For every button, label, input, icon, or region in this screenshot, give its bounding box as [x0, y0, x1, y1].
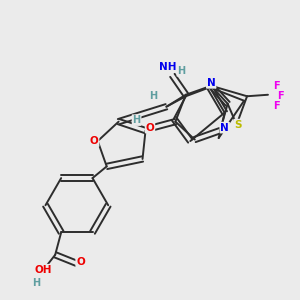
Text: F: F: [277, 91, 284, 101]
Text: NH: NH: [159, 62, 177, 72]
Text: H: H: [32, 278, 40, 288]
Text: O: O: [90, 136, 98, 146]
Text: H: H: [133, 115, 141, 125]
Text: H: H: [149, 91, 157, 101]
Text: OH: OH: [34, 265, 52, 275]
Text: O: O: [76, 257, 85, 267]
Text: S: S: [234, 120, 242, 130]
Text: N: N: [207, 78, 216, 88]
Text: N: N: [220, 123, 229, 133]
Text: F: F: [273, 81, 280, 92]
Text: O: O: [146, 123, 154, 133]
Text: H: H: [177, 66, 185, 76]
Text: F: F: [273, 101, 280, 111]
